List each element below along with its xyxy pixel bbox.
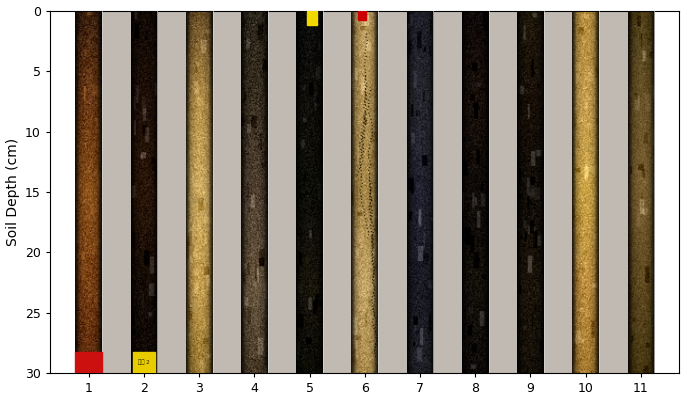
Bar [307, 10, 316, 25]
Bar [488, 10, 517, 373]
Text: 蚊帐 2: 蚊帐 2 [138, 360, 150, 365]
Bar [75, 352, 102, 373]
Bar [654, 10, 680, 373]
Bar [544, 10, 573, 373]
Bar [50, 10, 75, 373]
Bar [133, 352, 155, 373]
Bar [433, 10, 462, 373]
Bar [212, 10, 241, 373]
Bar [157, 10, 186, 373]
Bar [599, 10, 627, 373]
Bar [323, 10, 351, 373]
Bar [268, 10, 297, 373]
Y-axis label: Soil Depth (cm): Soil Depth (cm) [5, 138, 20, 246]
Bar [358, 10, 366, 20]
Bar [102, 10, 131, 373]
Bar [378, 10, 407, 373]
